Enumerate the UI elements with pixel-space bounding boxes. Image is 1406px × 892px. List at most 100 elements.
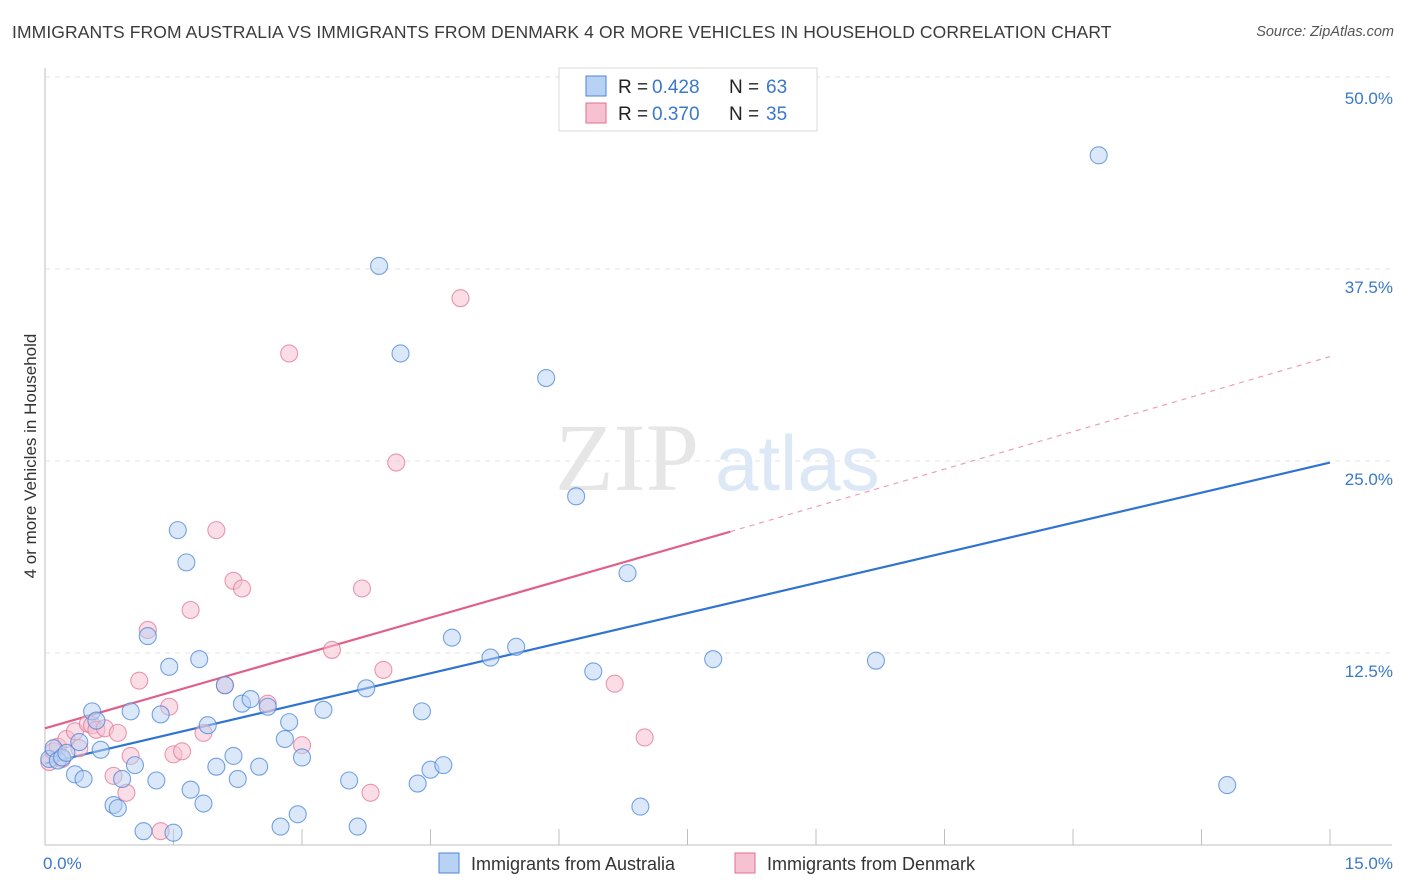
point-denmark	[207, 521, 226, 540]
point-australia	[108, 799, 127, 818]
y-axis-title: 4 or more Vehicles in Household	[21, 334, 40, 579]
point-australia	[348, 817, 367, 836]
point-australia	[250, 757, 269, 776]
point-australia	[151, 705, 170, 724]
legend-australia-n-label: N =	[729, 77, 759, 98]
point-australia	[70, 733, 89, 752]
point-australia	[340, 771, 359, 790]
point-denmark	[387, 453, 406, 472]
point-australia	[866, 651, 886, 670]
legend-australia-swatch	[585, 75, 607, 97]
point-australia	[1218, 776, 1237, 795]
point-australia	[207, 757, 226, 776]
legend-australia-r-label: R =	[618, 77, 648, 98]
point-australia	[228, 769, 247, 789]
legend-denmark-swatch	[585, 102, 607, 124]
point-australia	[408, 774, 427, 793]
chart-source: Source: ZipAtlas.com	[1256, 24, 1394, 40]
point-denmark	[280, 344, 299, 363]
point-australia	[198, 716, 217, 735]
point-australia	[57, 743, 76, 762]
legend-bottom-australia-swatch	[438, 852, 460, 874]
legend-denmark-r-label: R =	[618, 104, 648, 125]
point-australia	[160, 657, 179, 676]
watermark-atlas: atlas	[715, 419, 880, 507]
point-australia	[434, 756, 453, 775]
point-denmark	[361, 783, 380, 802]
x-tick-label-min: 0.0%	[43, 854, 82, 873]
y-tick-label: 25.0%	[1345, 470, 1393, 489]
point-australia	[147, 771, 166, 790]
x-tick-label-max: 15.0%	[1345, 854, 1393, 873]
trendline-denmark	[44, 530, 731, 730]
point-australia	[190, 650, 209, 669]
legend-top: R = 0.428 N = 63 R = 0.370 N = 35	[558, 67, 818, 132]
point-australia	[412, 702, 431, 721]
point-australia	[442, 628, 461, 647]
trendline-denmark-extension	[730, 355, 1331, 533]
legend-bottom-australia-label: Immigrants from Australia	[471, 854, 676, 874]
point-australia	[507, 637, 526, 656]
point-denmark	[181, 600, 200, 620]
point-australia	[1089, 146, 1108, 165]
point-australia	[288, 805, 307, 824]
point-australia	[618, 564, 637, 583]
point-denmark	[130, 671, 149, 690]
point-denmark	[605, 674, 624, 693]
point-australia	[121, 702, 140, 721]
y-tick-label: 37.5%	[1345, 278, 1393, 297]
legend-denmark-n-label: N =	[729, 104, 759, 125]
point-denmark	[451, 289, 470, 308]
point-australia	[704, 650, 723, 669]
point-australia	[215, 676, 234, 695]
trendline-australia	[44, 461, 1331, 765]
point-australia	[224, 746, 243, 765]
point-australia	[292, 748, 312, 767]
point-australia	[584, 662, 603, 681]
legend-bottom-denmark-swatch	[734, 852, 756, 874]
point-australia	[74, 769, 93, 789]
point-australia	[481, 648, 500, 667]
point-australia	[168, 521, 187, 540]
trend-layer	[44, 355, 1331, 765]
point-australia	[370, 256, 389, 275]
legend-bottom-denmark-label: Immigrants from Denmark	[767, 854, 976, 874]
point-australia	[258, 697, 277, 716]
chart-title: IMMIGRANTS FROM AUSTRALIA VS IMMIGRANTS …	[12, 22, 1112, 42]
point-australia	[177, 553, 196, 572]
point-australia	[631, 797, 650, 816]
points-layer	[40, 146, 1237, 842]
legend-bottom: Immigrants from Australia Immigrants fro…	[438, 852, 976, 874]
legend-australia-n-value: 63	[766, 77, 787, 98]
point-australia	[357, 679, 376, 698]
point-australia	[125, 756, 144, 775]
point-australia	[314, 700, 333, 719]
point-denmark	[635, 728, 654, 747]
point-australia	[241, 690, 260, 709]
point-australia	[537, 369, 556, 388]
point-australia	[134, 822, 153, 841]
point-australia	[87, 711, 106, 730]
point-denmark	[352, 579, 372, 598]
point-australia	[271, 817, 290, 836]
point-denmark	[374, 660, 393, 679]
point-australia	[138, 627, 157, 646]
point-australia	[164, 823, 183, 842]
point-australia	[275, 729, 294, 749]
point-australia	[391, 344, 410, 363]
legend-australia-r-value: 0.428	[652, 77, 700, 98]
legend-denmark-r-value: 0.370	[652, 104, 700, 125]
legend-denmark-n-value: 35	[766, 104, 787, 125]
watermark: ZIP atlas	[555, 404, 880, 511]
point-australia	[280, 713, 299, 732]
point-denmark	[108, 723, 127, 742]
point-australia	[91, 740, 110, 759]
axis-layer: 12.5% 25.0% 37.5% 50.0%	[44, 68, 1393, 846]
point-australia	[113, 769, 132, 789]
point-australia	[194, 794, 213, 813]
point-australia	[567, 487, 586, 506]
y-tick-label: 12.5%	[1345, 662, 1393, 681]
point-denmark	[232, 579, 252, 598]
y-tick-label: 50.0%	[1345, 89, 1393, 108]
